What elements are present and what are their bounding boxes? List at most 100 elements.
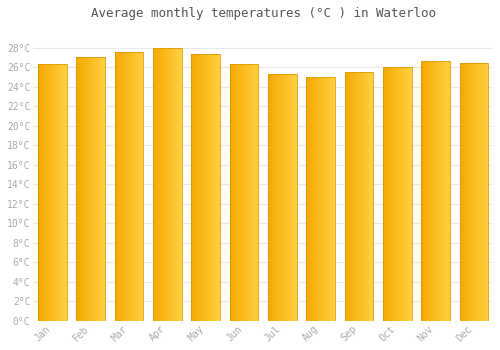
Bar <box>372 72 374 321</box>
Bar <box>205 54 206 321</box>
Bar <box>474 63 475 321</box>
Bar <box>232 64 233 321</box>
Bar <box>345 72 346 321</box>
Bar <box>396 67 398 321</box>
Bar <box>430 61 431 321</box>
Bar <box>78 57 79 321</box>
Bar <box>54 64 56 321</box>
Bar <box>471 63 472 321</box>
Bar <box>313 77 314 321</box>
Bar <box>172 48 173 321</box>
Bar <box>213 54 214 321</box>
Bar <box>391 67 392 321</box>
Bar <box>164 48 165 321</box>
Bar <box>276 74 277 321</box>
Bar <box>271 74 272 321</box>
Bar <box>294 74 295 321</box>
Bar <box>387 67 388 321</box>
Bar <box>464 63 466 321</box>
Bar <box>256 64 257 321</box>
Bar <box>139 52 140 321</box>
Bar <box>194 54 196 321</box>
Bar <box>198 54 199 321</box>
Bar <box>334 77 335 321</box>
Bar <box>484 63 485 321</box>
Bar <box>386 67 387 321</box>
Bar <box>470 63 471 321</box>
Bar <box>244 64 245 321</box>
Bar <box>347 72 348 321</box>
Bar <box>319 77 320 321</box>
Bar <box>196 54 197 321</box>
Bar <box>166 48 167 321</box>
Bar <box>246 64 247 321</box>
Bar <box>285 74 286 321</box>
Bar <box>268 74 296 321</box>
Bar <box>200 54 201 321</box>
Bar <box>425 61 426 321</box>
Bar <box>314 77 315 321</box>
Bar <box>239 64 240 321</box>
Bar <box>192 54 220 321</box>
Bar <box>129 52 130 321</box>
Bar <box>120 52 121 321</box>
Bar <box>400 67 402 321</box>
Bar <box>210 54 211 321</box>
Bar <box>230 64 231 321</box>
Bar <box>215 54 216 321</box>
Bar <box>178 48 179 321</box>
Bar <box>57 64 58 321</box>
Bar <box>207 54 208 321</box>
Bar <box>53 64 54 321</box>
Bar <box>350 72 351 321</box>
Bar <box>423 61 424 321</box>
Bar <box>48 64 49 321</box>
Bar <box>81 57 82 321</box>
Bar <box>153 48 154 321</box>
Bar <box>306 77 307 321</box>
Bar <box>121 52 122 321</box>
Bar <box>45 64 46 321</box>
Bar <box>204 54 205 321</box>
Bar <box>218 54 219 321</box>
Bar <box>199 54 200 321</box>
Bar <box>428 61 430 321</box>
Bar <box>206 54 207 321</box>
Bar <box>424 61 425 321</box>
Bar <box>316 77 317 321</box>
Bar <box>135 52 136 321</box>
Bar <box>321 77 322 321</box>
Bar <box>141 52 142 321</box>
Bar <box>272 74 273 321</box>
Bar <box>349 72 350 321</box>
Bar <box>154 48 156 321</box>
Bar <box>358 72 359 321</box>
Bar <box>88 57 89 321</box>
Bar <box>367 72 368 321</box>
Bar <box>181 48 182 321</box>
Bar <box>84 57 85 321</box>
Bar <box>114 52 115 321</box>
Bar <box>46 64 47 321</box>
Bar <box>240 64 241 321</box>
Bar <box>130 52 132 321</box>
Bar <box>253 64 254 321</box>
Bar <box>384 67 385 321</box>
Bar <box>64 64 65 321</box>
Bar <box>161 48 162 321</box>
Bar <box>482 63 483 321</box>
Bar <box>41 64 42 321</box>
Bar <box>193 54 194 321</box>
Bar <box>237 64 238 321</box>
Bar <box>361 72 362 321</box>
Bar <box>66 64 67 321</box>
Bar <box>289 74 290 321</box>
Bar <box>351 72 352 321</box>
Bar <box>366 72 367 321</box>
Bar <box>421 61 422 321</box>
Bar <box>422 61 423 321</box>
Bar <box>393 67 394 321</box>
Bar <box>460 63 462 321</box>
Bar <box>444 61 445 321</box>
Bar <box>466 63 467 321</box>
